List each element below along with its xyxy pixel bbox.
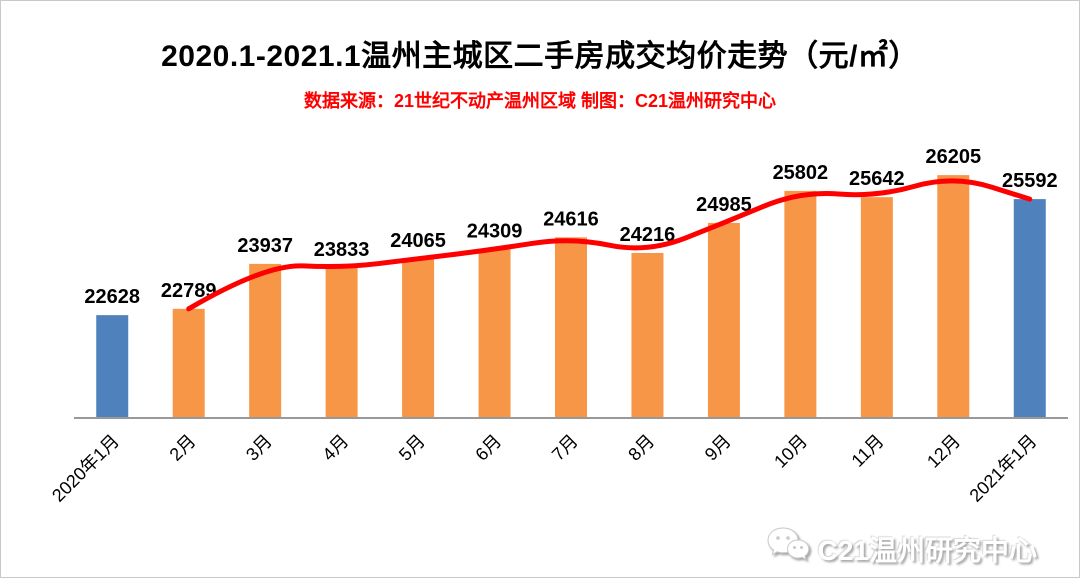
bar-8月 [631, 252, 664, 418]
trend-line [186, 178, 1033, 312]
bar-value-label: 24065 [390, 230, 446, 252]
x-axis-label-10月: 10月 [770, 431, 811, 472]
bar-value-label: 23833 [314, 239, 370, 261]
x-axis-label-8月: 8月 [624, 431, 658, 465]
bar-12月 [937, 175, 970, 418]
chart-title: 2020.1-2021.1温州主城区二手房成交均价走势（元/㎡） [161, 40, 919, 73]
bar-value-label: 25802 [773, 162, 829, 184]
bar-2020年1月 [96, 315, 129, 418]
bar-value-label: 25642 [849, 168, 905, 190]
bar-7月 [555, 237, 587, 418]
x-axis-label-2月: 2月 [166, 431, 200, 465]
x-axis-label-12月: 12月 [923, 431, 964, 472]
wechat-icon [766, 526, 810, 571]
bar-value-label: 24985 [696, 194, 752, 216]
bar-2021年1月 [1013, 199, 1046, 418]
x-axis-label-3月: 3月 [242, 431, 276, 465]
chart-subtitle: 数据来源：21世纪不动产温州区域 制图：C21温州研究中心 [303, 91, 777, 111]
watermark: C21温州研究中心 [766, 526, 1037, 571]
x-axis-label-2020年1月: 2020年1月 [48, 431, 123, 506]
bar-2月 [172, 308, 205, 418]
x-axis-label-7月: 7月 [548, 431, 582, 465]
x-axis-label-9月: 9月 [701, 431, 735, 465]
bar-value-label: 24309 [467, 220, 523, 242]
x-axis-label-2021年1月: 2021年1月 [966, 431, 1041, 506]
bar-value-label: 26205 [925, 146, 981, 168]
bar-3月 [249, 263, 282, 418]
bar-value-label: 24216 [620, 224, 676, 246]
bar-9月 [707, 222, 740, 418]
bar-value-label: 25592 [1002, 170, 1058, 192]
bar-value-label: 24616 [543, 208, 599, 230]
x-axis-label-11月: 11月 [848, 431, 888, 471]
x-axis-label-6月: 6月 [471, 431, 505, 465]
bar-value-label: 22789 [161, 280, 217, 302]
bar-value-label: 23937 [237, 235, 293, 257]
x-axis-label-4月: 4月 [318, 431, 352, 465]
x-axis-label-5月: 5月 [395, 431, 429, 465]
bar-4月 [325, 267, 358, 418]
bar-10月 [784, 190, 817, 418]
watermark-text: C21温州研究中心 [817, 534, 1037, 566]
bar-6月 [478, 249, 511, 418]
bar-5月 [402, 258, 435, 418]
bar-value-label: 22628 [84, 286, 140, 308]
bar-11月 [860, 197, 893, 418]
